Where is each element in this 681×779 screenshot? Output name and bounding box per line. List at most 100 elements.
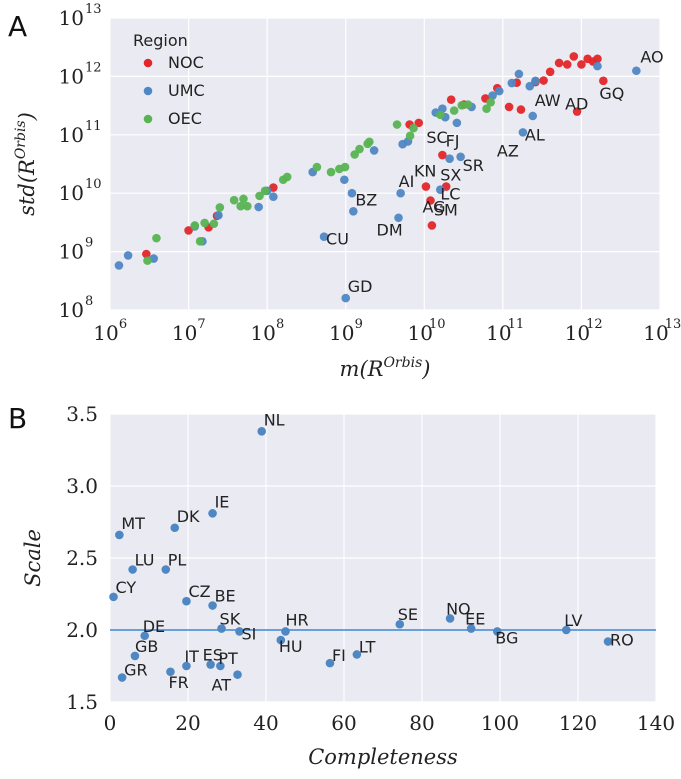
data-point-noc [438, 150, 447, 160]
x-tick-exp-a: 7 [197, 317, 205, 332]
point-label-b: DE [143, 617, 165, 636]
y-tick-label-a: 10 [59, 6, 84, 30]
data-point-oec [243, 201, 252, 211]
point-label-a: FJ [446, 132, 460, 151]
x-tick-label-b: 100 [481, 711, 519, 735]
data-point-b [445, 614, 455, 623]
point-label-a: AG [423, 197, 446, 216]
point-label-b: DK [177, 507, 200, 526]
point-label-b: PL [168, 551, 187, 570]
x-tick-label-a: 10 [250, 321, 275, 345]
data-point-oec [215, 203, 225, 212]
data-point-oec [355, 144, 364, 154]
data-point-noc [184, 226, 193, 235]
data-point-b [208, 509, 217, 518]
data-point-noc [599, 76, 608, 86]
data-point-umc [507, 78, 517, 88]
x-tick-label-b: 0 [104, 711, 117, 735]
y-tick-exp-a: 13 [85, 2, 102, 17]
point-label-b: LU [135, 551, 155, 570]
x-tick-label-a: 10 [565, 321, 590, 345]
point-label-b: SE [398, 605, 418, 624]
data-point-b [395, 619, 405, 629]
data-point-oec [152, 233, 161, 243]
data-point-b [603, 637, 613, 646]
data-point-b [235, 627, 244, 636]
data-point-b [140, 631, 150, 641]
point-label-b: RO [610, 631, 634, 650]
x-tick-exp-a: 8 [276, 317, 284, 332]
legend-marker-noc [143, 58, 153, 68]
point-label-a: SC [426, 128, 447, 147]
data-point-b [128, 565, 137, 574]
point-label-b: NO [446, 599, 471, 618]
point-label-b: GB [135, 637, 158, 656]
data-point-umc [632, 66, 641, 76]
legend-marker-umc [143, 86, 153, 96]
data-point-oec [239, 194, 248, 204]
data-point-noc [516, 105, 526, 114]
data-point-b [562, 625, 571, 635]
data-point-oec [195, 237, 205, 246]
point-label-b: EE [465, 610, 485, 629]
x-tick-exp-a: 9 [355, 317, 363, 332]
point-label-a: LC [440, 185, 460, 204]
point-label-b: ES [203, 646, 223, 665]
panel-letter-a: A [8, 10, 27, 43]
data-point-b [352, 650, 362, 659]
data-point-umc [518, 128, 528, 137]
data-point-b [233, 670, 242, 679]
data-point-noc [562, 60, 572, 69]
data-point-noc [539, 76, 548, 85]
point-label-b: FR [168, 673, 188, 692]
data-point-noc [504, 102, 514, 112]
data-point-noc [414, 118, 424, 128]
y-tick-label-a: 10 [59, 240, 84, 264]
data-point-umc [452, 118, 462, 128]
point-label-b: SK [220, 610, 241, 629]
data-point-noc [569, 52, 579, 61]
point-label-a: CU [326, 230, 349, 249]
point-label-a: SX [440, 166, 461, 185]
data-point-b [182, 661, 191, 671]
point-label-b: SI [241, 624, 256, 643]
x-tick-label-b: 60 [331, 711, 356, 735]
data-point-oec [486, 98, 495, 107]
point-label-b: IE [215, 492, 230, 511]
y-tick-label-a: 10 [59, 64, 84, 88]
x-tick-label-b: 40 [253, 711, 278, 735]
data-point-b [216, 661, 225, 671]
data-point-oec [200, 218, 209, 228]
data-point-oec [409, 123, 418, 133]
data-point-b [466, 624, 476, 633]
data-point-noc [554, 58, 564, 68]
data-point-b [117, 673, 127, 682]
x-axis-label-b: Completeness [308, 745, 458, 769]
point-label-b: CZ [188, 582, 210, 601]
x-tick-label-b: 20 [175, 711, 200, 735]
data-point-umc [528, 111, 538, 121]
data-point-oec [236, 201, 245, 211]
x-tick-label-a: 10 [329, 321, 354, 345]
data-point-umc [436, 185, 445, 194]
data-point-noc [446, 95, 456, 104]
point-label-a: SM [434, 200, 458, 219]
data-point-umc [349, 206, 358, 216]
point-label-a: AI [399, 172, 415, 191]
y-tick-label-b: 3.0 [66, 474, 98, 498]
x-tick-label-a: 10 [93, 321, 118, 345]
data-point-oec [312, 162, 322, 172]
data-point-noc [593, 54, 602, 64]
y-tick-exp-a: 9 [85, 236, 93, 251]
y-tick-label-a: 10 [59, 298, 84, 322]
y-tick-exp-a: 10 [85, 177, 102, 192]
y-axis-label-b: Scale [21, 529, 45, 587]
panel-b: 0 20 40 60 80 100 120 140 1.5 2.0 2.5 3.0 3.5 Complet… [21, 402, 675, 769]
data-point-oec [143, 256, 152, 265]
data-point-noc [426, 196, 435, 205]
data-point-umc [340, 175, 349, 185]
data-point-b [217, 624, 226, 633]
data-point-oec [209, 219, 219, 229]
